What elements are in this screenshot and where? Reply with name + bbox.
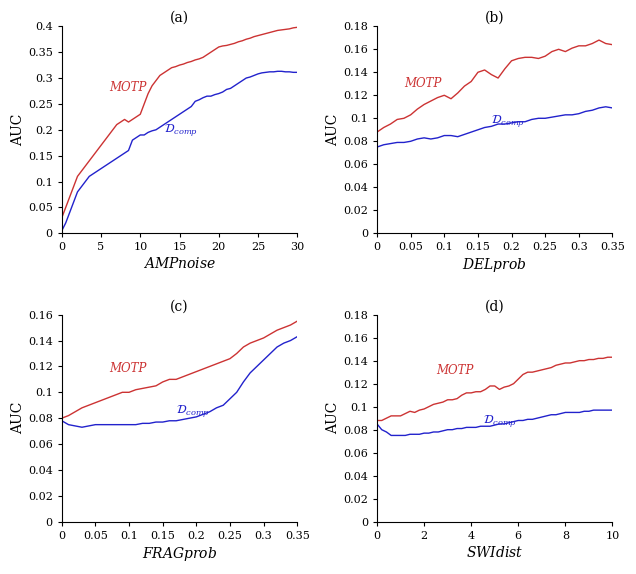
- Text: $\mathcal{D}_{comp}$: $\mathcal{D}_{comp}$: [164, 122, 198, 138]
- Text: MOTP: MOTP: [436, 364, 473, 377]
- Text: MOTP: MOTP: [404, 76, 441, 90]
- Y-axis label: AUC: AUC: [11, 114, 25, 146]
- Y-axis label: AUC: AUC: [326, 114, 340, 146]
- Text: $\mathcal{D}_{comp}$: $\mathcal{D}_{comp}$: [492, 113, 525, 129]
- X-axis label: $AMPnoise$: $AMPnoise$: [143, 257, 216, 272]
- Title: (c): (c): [170, 300, 189, 313]
- Y-axis label: AUC: AUC: [11, 402, 25, 435]
- Title: (d): (d): [485, 300, 504, 313]
- Text: $\mathcal{D}_{comp}$: $\mathcal{D}_{comp}$: [176, 404, 210, 420]
- X-axis label: $DELprob$: $DELprob$: [462, 257, 527, 274]
- Title: (b): (b): [485, 11, 504, 25]
- Title: (a): (a): [170, 11, 189, 25]
- Text: MOTP: MOTP: [109, 80, 146, 94]
- Y-axis label: AUC: AUC: [326, 402, 340, 435]
- X-axis label: $FRAGprob$: $FRAGprob$: [142, 545, 217, 563]
- X-axis label: $SWIdist$: $SWIdist$: [466, 545, 523, 560]
- Text: $\mathcal{D}_{comp}$: $\mathcal{D}_{comp}$: [483, 413, 517, 429]
- Text: MOTP: MOTP: [109, 363, 146, 375]
